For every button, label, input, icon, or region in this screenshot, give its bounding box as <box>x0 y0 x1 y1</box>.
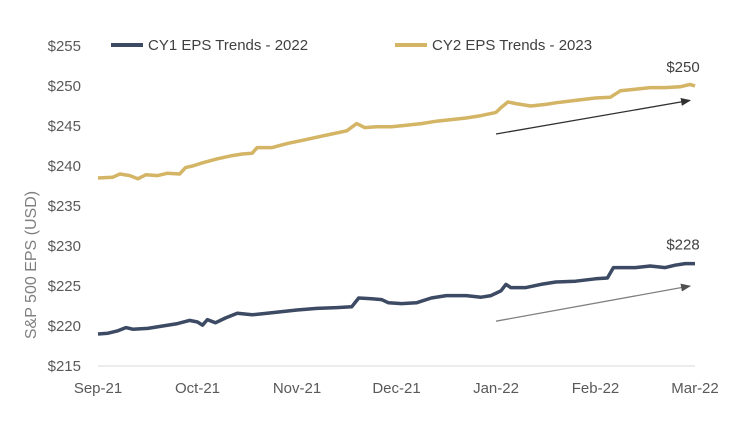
x-axis-ticks: Sep-21 Oct-21 Nov-21 Dec-21 Jan-22 Feb-22 Mar-… <box>74 380 719 397</box>
y-tick-label: $230 <box>48 238 81 255</box>
x-tick-label: Oct-21 <box>175 380 220 397</box>
legend-label-cy1: CY1 EPS Trends - 2022 <box>148 37 308 54</box>
trend-arrow-cy1 <box>495 283 692 322</box>
series-line-cy1 <box>97 261 695 336</box>
trend-arrow-cy2 <box>495 97 692 135</box>
y-tick-label: $240 <box>48 158 81 175</box>
y-tick-label: $215 <box>48 358 81 375</box>
y-tick-label: $220 <box>48 318 81 335</box>
y-axis-ticks: $215 $220 $225 $230 $235 $240 $245 $250 $255 <box>48 38 81 375</box>
legend: CY1 EPS Trends - 2022 CY2 EPS Trends - 2… <box>111 37 592 54</box>
y-tick-label: $245 <box>48 118 81 135</box>
end-label-cy1: $228 <box>666 237 699 254</box>
y-tick-label: $255 <box>48 38 81 55</box>
end-label-cy2: $250 <box>666 59 699 76</box>
x-tick-label: Mar-22 <box>671 380 719 397</box>
y-axis-title: S&P 500 EPS (USD) <box>23 191 40 339</box>
x-tick-label: Feb-22 <box>572 380 620 397</box>
x-tick-label: Jan-22 <box>473 380 519 397</box>
y-tick-label: $235 <box>48 198 81 215</box>
y-tick-label: $250 <box>48 78 81 95</box>
series-lines <box>97 82 696 336</box>
y-tick-label: $225 <box>48 278 81 295</box>
x-tick-label: Dec-21 <box>372 380 420 397</box>
legend-label-cy2: CY2 EPS Trends - 2023 <box>432 37 592 54</box>
x-tick-label: Sep-21 <box>74 380 122 397</box>
x-tick-label: Nov-21 <box>273 380 321 397</box>
series-line-cy2 <box>97 82 696 181</box>
